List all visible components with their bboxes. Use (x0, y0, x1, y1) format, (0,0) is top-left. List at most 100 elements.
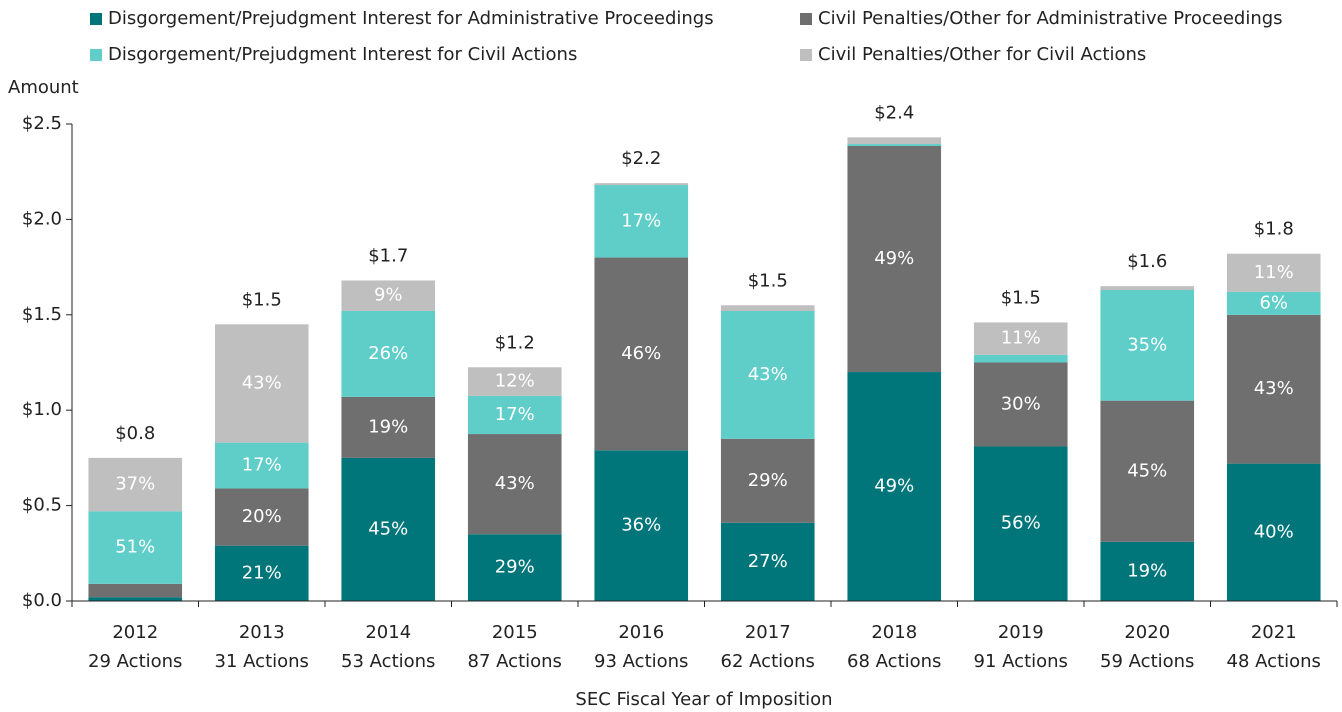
x-tick-label: 2019 (998, 622, 1044, 643)
segment-label: 6% (1259, 292, 1288, 313)
x-tick-label: 2014 (365, 622, 411, 643)
y-tick-label: $2.5 (22, 113, 62, 134)
x-tick-label: 2017 (745, 622, 791, 643)
x-tick-sublabel: 31 Actions (215, 651, 309, 672)
total-label: $1.2 (495, 332, 535, 353)
legend-swatch (90, 13, 102, 25)
segment-label: 29% (748, 470, 788, 491)
segment-label: 26% (368, 343, 408, 364)
total-label: $1.8 (1254, 219, 1294, 240)
total-label: $1.5 (748, 270, 788, 291)
bar-segment (341, 310, 436, 397)
legend-swatch (90, 49, 102, 61)
bar-segment (214, 442, 309, 489)
bar-segment (847, 145, 942, 373)
bar-segment (341, 280, 436, 311)
bar-segment (1226, 314, 1321, 464)
segment-label: 45% (368, 518, 408, 539)
bar-segment (720, 438, 815, 523)
segment-label: 46% (621, 343, 661, 364)
bar-segment (467, 367, 562, 396)
y-tick-label: $1.5 (22, 304, 62, 325)
total-label: $1.6 (1127, 251, 1167, 272)
segment-label: 19% (1127, 560, 1167, 581)
bar-segment (973, 322, 1068, 355)
y-axis-label: Amount (8, 77, 79, 98)
segment-label: 40% (1254, 521, 1294, 542)
bar-segment (594, 183, 689, 186)
segment-label: 19% (368, 416, 408, 437)
x-tick-sublabel: 68 Actions (847, 651, 941, 672)
bar-segment (467, 434, 562, 535)
segment-label: 12% (495, 371, 535, 392)
segment-label: 9% (374, 285, 403, 306)
x-tick-label: 2018 (871, 622, 917, 643)
x-tick-label: 2020 (1124, 622, 1170, 643)
y-tick-label: $2.0 (22, 208, 62, 229)
bar-segment (1100, 286, 1195, 290)
x-tick-sublabel: 91 Actions (974, 651, 1068, 672)
segment-label: 45% (1127, 460, 1167, 481)
x-tick-sublabel: 59 Actions (1100, 651, 1194, 672)
x-tick-sublabel: 87 Actions (468, 651, 562, 672)
bar-segment (1100, 541, 1195, 601)
bar-segment (88, 511, 183, 584)
bar-segment (214, 545, 309, 601)
bar-segment (720, 522, 815, 601)
bar-segment (88, 457, 183, 512)
segment-label: 49% (874, 476, 914, 497)
total-label: $2.2 (621, 148, 661, 169)
segment-label: 17% (495, 404, 535, 425)
y-tick-label: $1.0 (22, 399, 62, 420)
segment-label: 43% (495, 473, 535, 494)
segment-label: 30% (1001, 393, 1041, 414)
x-tick-sublabel: 29 Actions (88, 651, 182, 672)
total-label: $1.7 (368, 245, 408, 266)
bar-segment (1100, 400, 1195, 542)
bar-segment (341, 396, 436, 458)
legend-swatch (800, 49, 812, 61)
bar-segment (594, 450, 689, 601)
bar-segment (88, 583, 183, 598)
bar-segment (594, 185, 689, 258)
legend-label: Civil Penalties/Other for Civil Actions (818, 44, 1146, 65)
bar-segment (973, 354, 1068, 363)
segment-label: 35% (1127, 334, 1167, 355)
segment-label: 20% (242, 506, 282, 527)
bar-segment (594, 257, 689, 451)
bar-segment (847, 372, 942, 601)
bar-segment (1100, 289, 1195, 401)
segment-label: 37% (115, 474, 155, 495)
legend-label: Disgorgement/Prejudgment Interest for Ci… (108, 44, 577, 65)
x-tick-sublabel: 93 Actions (594, 651, 688, 672)
segment-label: 17% (621, 210, 661, 231)
bar-segment (973, 446, 1068, 601)
segment-label: 27% (748, 551, 788, 572)
x-tick-label: 2016 (618, 622, 664, 643)
y-tick-label: $0.0 (22, 590, 62, 611)
segment-label: 11% (1254, 262, 1294, 283)
x-tick-label: 2013 (239, 622, 285, 643)
bar-segment (341, 457, 436, 601)
bar-segment (973, 362, 1068, 447)
bar-segment (1226, 291, 1321, 315)
total-label: $1.5 (1001, 287, 1041, 308)
total-label: $1.5 (242, 289, 282, 310)
segment-label: 17% (242, 455, 282, 476)
bar-segment (214, 488, 309, 546)
bar-segment (720, 305, 815, 311)
segment-label: 56% (1001, 513, 1041, 534)
bar-segment (467, 534, 562, 601)
x-tick-sublabel: 48 Actions (1227, 651, 1321, 672)
segment-label: 43% (1254, 378, 1294, 399)
legend-label: Civil Penalties/Other for Administrative… (818, 8, 1283, 29)
x-tick-label: 2015 (492, 622, 538, 643)
segment-label: 51% (115, 537, 155, 558)
segment-label: 29% (495, 557, 535, 578)
bar-segment (1226, 463, 1321, 601)
bar-segment (847, 137, 942, 145)
segment-label: 11% (1001, 328, 1041, 349)
segment-label: 43% (242, 372, 282, 393)
segment-label: 36% (621, 515, 661, 536)
total-label: $0.8 (115, 423, 155, 444)
